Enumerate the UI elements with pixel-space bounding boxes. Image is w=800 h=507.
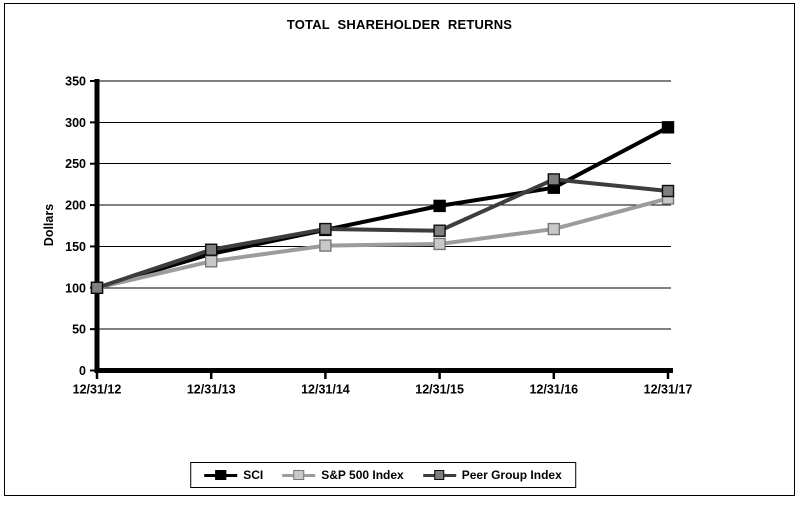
x-tick-label: 12/31/12 [73,383,122,397]
chart-title: TOTAL SHAREHOLDER RETURNS [286,17,513,32]
series-marker-peer [661,184,675,198]
legend-marker-peer [422,469,456,481]
y-tick-label: 300 [65,116,86,130]
chart-frame: TOTAL SHAREHOLDER RETURNS Dollars 0 50 100… [4,3,795,496]
legend-marker-sci [204,469,238,481]
x-tick-label: 12/31/14 [301,383,350,397]
series-marker-peer [547,173,560,186]
series-line-sp500 [96,196,669,290]
y-tick-label: 100 [65,281,86,295]
series-marker-peer [319,222,332,236]
series-line-peer [96,177,669,290]
legend-item-peer: Peer Group Index [422,468,562,482]
y-tick-label: 250 [65,157,86,171]
legend-item-sci: SCI [204,468,263,482]
series-marker-sci [433,199,446,213]
series-line-sci [96,125,669,290]
x-tick-label: 12/31/15 [415,383,464,397]
x-tick-label: 12/31/16 [529,383,578,397]
y-tick-label: 50 [72,323,86,337]
x-tick-label: 12/31/13 [187,383,236,397]
series-marker-peer [204,243,218,256]
y-tick-label: 350 [65,75,86,89]
series-marker-sci [661,121,675,134]
legend-label-sp500: S&P 500 Index [321,468,404,482]
series-marker-peer [90,281,104,294]
plot-area: 0 50 100 150 200 250 300 350 12/31/12 12/31/13 12/… [65,75,693,397]
y-tick-label: 150 [65,240,86,254]
legend-label-peer: Peer Group Index [461,468,562,482]
series-marker-sp500 [433,237,446,251]
x-tick-label: 12/31/17 [644,383,693,397]
series-marker-sp500 [204,255,218,268]
legend: SCI S&P 500 Index Peer Group Index [190,462,576,488]
y-tick-label: 0 [79,364,86,378]
series-marker-sp500 [547,222,560,236]
legend-marker-sp500 [282,469,316,481]
y-tick-label: 200 [65,199,86,213]
series-marker-sp500 [319,239,332,252]
legend-label-sci: SCI [243,468,264,482]
series-marker-peer [433,224,446,237]
legend-item-sp500: S&P 500 Index [282,468,404,482]
